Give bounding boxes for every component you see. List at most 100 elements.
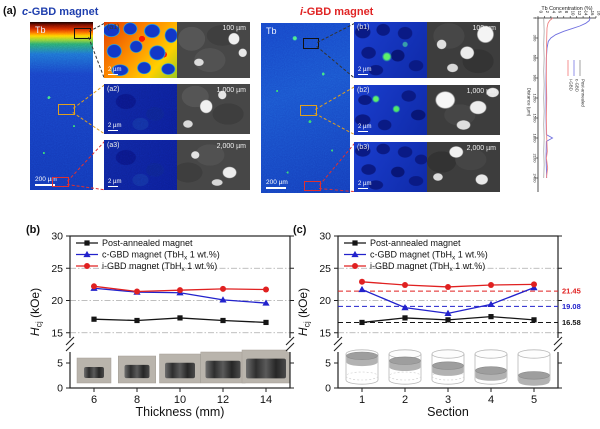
scalebar: 2 µm xyxy=(108,179,121,187)
disk-bottom xyxy=(389,363,421,371)
disk-bottom xyxy=(475,373,507,381)
distance-axis-label: Distance (µm) xyxy=(527,88,532,117)
legend-label: i-GBD magnet (TbHx 1 wt.%) xyxy=(102,261,217,273)
epma-map-b2: (b2) 2 µm xyxy=(354,85,427,135)
marker-circle xyxy=(531,281,537,288)
disk-top xyxy=(475,366,507,375)
map-element-label: Tb xyxy=(35,25,46,35)
disk-top xyxy=(432,361,464,370)
panel-c-chart: 0 5 15 20 25 30 1 2 3 4 5 Section Hcj (kOe) 21.45 19.0… xyxy=(296,231,581,420)
conc-tick-label: 4 xyxy=(551,11,556,14)
marker-square xyxy=(359,319,365,326)
reference-line-label: 21.45 xyxy=(562,287,581,296)
marker-circle xyxy=(177,287,183,294)
subpanel-id: (b2) xyxy=(357,87,370,94)
c-gbd-title: c-GBD magnet xyxy=(22,6,99,18)
epma-map-a2: (a2) 2 µm xyxy=(104,84,177,134)
roi-box-yellow xyxy=(300,105,317,116)
x-tick-label: 5 xyxy=(531,394,537,406)
dist-tick-label: 2100 xyxy=(533,154,538,164)
conc-tick-label: 12 xyxy=(577,11,582,16)
marker-circle xyxy=(91,283,97,290)
magnet-cylinder xyxy=(205,360,241,379)
scalebar: 200 µm xyxy=(35,176,57,186)
axis-break-mark xyxy=(285,342,295,352)
disk-top xyxy=(346,351,378,360)
dist-tick-label: 1500 xyxy=(533,114,538,124)
profile-legend-label: c-GBD xyxy=(575,79,580,92)
disk-top xyxy=(518,371,550,380)
y-tick-label: 20 xyxy=(319,295,331,307)
tb-concentration-profile-chart: Tb Concentration (%)0 2 4 6 8 10 12 14 16 1803006… xyxy=(527,6,600,192)
subpanel-id: (b1) xyxy=(357,24,370,31)
panel-c-label: (c) xyxy=(293,224,307,236)
roi-box-yellow xyxy=(58,104,75,115)
marker-circle xyxy=(134,288,140,295)
conc-tick-label: 0 xyxy=(538,11,543,14)
axis-break-gap xyxy=(335,338,341,352)
cylinder-bottom xyxy=(345,379,379,385)
y-tick-label: 25 xyxy=(319,263,331,275)
marker-circle xyxy=(263,286,269,293)
conc-tick-label: 16 xyxy=(590,11,595,16)
depth-label: 100 µm xyxy=(472,25,497,32)
dist-tick-label: 2400 xyxy=(533,174,538,184)
axis-break-gap xyxy=(555,338,561,352)
marker-square xyxy=(177,315,183,321)
sem-image-b2: 1,000 µm xyxy=(427,85,500,135)
axis-break-mark xyxy=(333,336,343,346)
y-tick-label: 5 xyxy=(325,358,331,370)
marker-square xyxy=(220,317,226,324)
conc-tick-label: 6 xyxy=(558,11,563,14)
disk-bottom xyxy=(518,378,550,386)
scalebar: 2 µm xyxy=(358,124,371,132)
magnet-cylinder xyxy=(246,358,286,379)
sem-image-a1: 100 µm xyxy=(177,22,250,78)
subpanel-id: (a3) xyxy=(107,142,120,149)
y-tick-label: 20 xyxy=(51,295,63,307)
x-tick-label: 2 xyxy=(402,394,408,406)
conc-tick-label: 10 xyxy=(571,11,576,16)
depth-label: 1,000 µm xyxy=(216,87,246,94)
panel-b-chart: 0 5 15 20 25 30 6 8 10 12 14 Thickness (mm) Hcj (kOe… xyxy=(28,231,295,419)
scalebar-line xyxy=(266,187,286,189)
marker-triangle xyxy=(262,299,270,306)
magnet-cylinder xyxy=(124,364,150,379)
reference-line-label: 16.58 xyxy=(562,318,581,327)
dist-tick-label: 0 xyxy=(533,17,538,20)
axis-break-mark xyxy=(553,342,563,352)
x-tick-label: 4 xyxy=(488,394,494,406)
legend-label: c-GBD magnet (TbHx 1 wt.%) xyxy=(370,250,488,262)
marker-triangle xyxy=(401,303,409,311)
sem-image-a3: 2,000 µm xyxy=(177,140,250,190)
profile-legend-label: i-GBD xyxy=(569,79,574,91)
marker-triangle xyxy=(83,250,91,258)
axis-break-mark xyxy=(65,342,75,352)
x-tick-label: 3 xyxy=(445,394,451,406)
marker-square xyxy=(134,317,140,324)
x-tick-label: 12 xyxy=(217,394,229,406)
panel-b-label: (b) xyxy=(26,224,41,236)
depth-label: 2,000 µm xyxy=(216,143,246,150)
marker-triangle xyxy=(358,285,366,293)
legend-label: c-GBD magnet (TbHx 1 wt.%) xyxy=(102,250,220,262)
marker-square xyxy=(445,317,451,323)
dist-tick-label: 300 xyxy=(533,35,538,42)
i-gbd-title: i-GBD magnet xyxy=(300,6,374,18)
profile-legend-label: Post-annealed xyxy=(581,79,586,107)
disk-bottom xyxy=(432,368,464,376)
sem-image-b1: 100 µm xyxy=(427,22,500,78)
cylinder-top xyxy=(517,349,551,359)
epma-map-a1: (a1) 2 µm xyxy=(104,22,177,78)
axis-break-gap xyxy=(67,338,73,352)
reference-line-label: 19.08 xyxy=(562,302,581,311)
sem-image-a2: 1,000 µm xyxy=(177,84,250,134)
x-tick-label: 1 xyxy=(359,394,365,406)
y-tick-label: 25 xyxy=(51,263,63,275)
scalebar: 2 µm xyxy=(358,181,371,189)
axis-break-mark xyxy=(553,336,563,346)
disk-bottom xyxy=(346,358,378,367)
marker-circle xyxy=(445,283,451,290)
epma-map-b3: (b3) 2 µm xyxy=(354,142,427,192)
